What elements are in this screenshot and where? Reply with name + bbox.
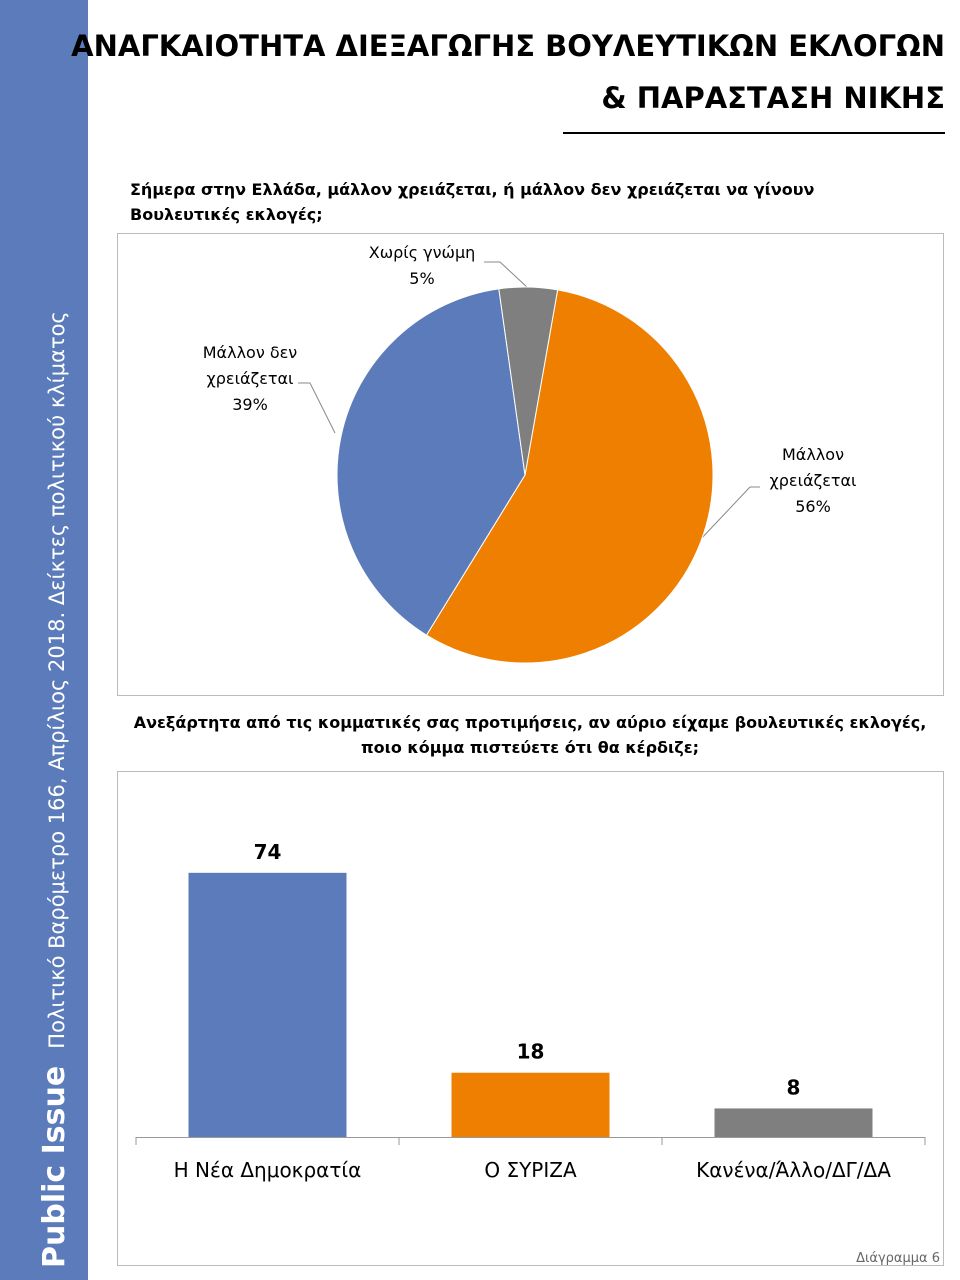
sidebar-subtitle: Πολιτικό Βαρόμετρο 166, Απρίλιος 2018. Δ… [45,311,69,1048]
bar [714,1108,873,1137]
leader-line [484,261,529,289]
footer: Διάγραμμα 6 [856,1251,940,1266]
sidebar-text: Public Issue Πολιτικό Βαρόμετρο 166, Απρ… [37,311,72,1268]
pie-slice [425,289,714,664]
x-tick-label: Κανένα/Άλλο/ΔΓ/ΔΑ [696,1158,891,1182]
bar-frame [117,771,944,1266]
x-tick-label: Ο ΣΥΡΙΖΑ [484,1158,577,1182]
bar [188,872,347,1137]
bar-question: Ανεξάρτητα από τις κομματικές σας προτιμ… [133,713,927,757]
title-line: & ΠΑΡΑΣΤΑΣΗ ΝΙΚΗΣ [601,81,945,115]
pie-value: 56% [795,497,831,516]
leader-line [699,486,760,541]
bar [451,1072,610,1137]
pie-category: Μάλλον δεν χρειάζεται [202,343,298,388]
pie-slice [498,286,559,476]
pie-question: Σήμερα στην Ελλάδα, μάλλον χρειάζεται, ή… [130,180,815,224]
leader-line [298,382,336,434]
brand: Public Issue [37,1066,72,1268]
title-line: ΑΝΑΓΚΑΙΟΤΗΤΑ ΔΙΕΞΑΓΩΓΗΣ ΒΟΥΛΕΥΤΙΚΩΝ ΕΚΛΟ… [71,29,945,63]
bar-value-label: 18 [517,1040,545,1064]
pie-slice [336,288,526,636]
pie-value: 39% [232,395,268,414]
pie-category: Μάλλον χρειάζεται [769,445,857,490]
pie-label: Χωρίς γνώμη 5% [347,240,497,292]
pie-label: Μάλλον χρειάζεται 56% [738,442,888,520]
bar-value-label: 8 [787,1075,801,1099]
pie-value: 5% [409,269,435,288]
pie-frame [117,233,944,696]
pie-category: Χωρίς γνώμη [368,243,476,262]
sidebar [0,0,88,1280]
pie-label: Μάλλον δεν χρειάζεται 39% [175,340,325,418]
bar-value-label: 74 [254,840,282,864]
x-tick-label: Η Νέα Δημοκρατία [174,1158,362,1182]
